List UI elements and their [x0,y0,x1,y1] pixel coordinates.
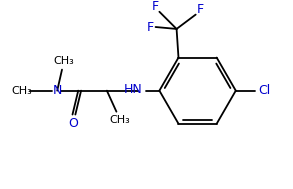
Text: F: F [197,3,204,16]
Text: F: F [152,0,159,12]
Text: CH₃: CH₃ [54,56,74,66]
Text: CH₃: CH₃ [11,86,32,96]
Text: CH₃: CH₃ [109,115,130,125]
Text: HN: HN [124,83,143,96]
Text: F: F [146,21,154,33]
Text: Cl: Cl [258,84,270,97]
Text: O: O [69,117,79,130]
Text: N: N [52,84,62,97]
